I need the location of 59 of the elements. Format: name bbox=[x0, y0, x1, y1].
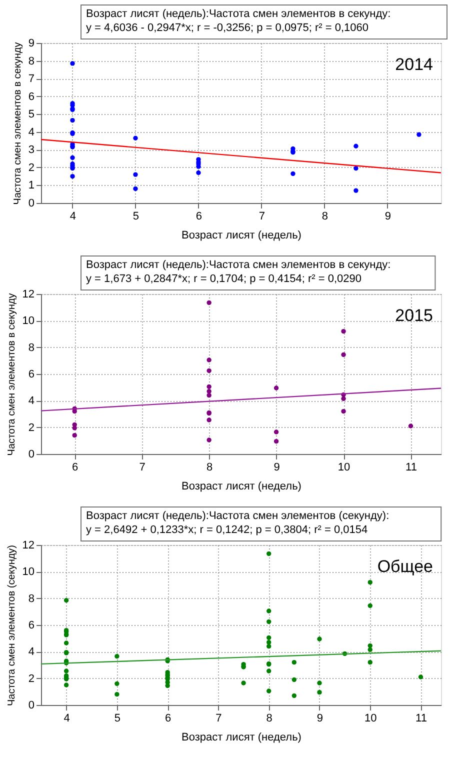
text: Общее bbox=[377, 557, 433, 576]
text: 2015 bbox=[395, 306, 433, 325]
x-tick-label: 7 bbox=[216, 712, 222, 724]
text: y = 4,6036 - 0,2947*x; r = -0,3256; p = 0,0975; r² = 0,1060 bbox=[86, 22, 369, 34]
y-tick-label: 2 bbox=[28, 422, 34, 434]
y-axis-title: Частота смен элементов (секунду) bbox=[6, 544, 18, 706]
x-tick-label: 7 bbox=[139, 462, 146, 474]
y-tick-label: 0 bbox=[28, 198, 34, 210]
x-tick-label: 6 bbox=[72, 462, 78, 474]
text: y = 1,673 + 0,2847*x; r = 0,1704; p = 0,4154; r² = 0,0290 bbox=[86, 273, 362, 285]
x-tick-label: 9 bbox=[384, 210, 392, 222]
x-tick-label: 10 bbox=[338, 462, 350, 474]
x-tick-label: 9 bbox=[316, 712, 324, 724]
y-tick-label: 8 bbox=[28, 592, 34, 605]
text: Возраст лисят (недель):Частота смен элементов в секунду: bbox=[86, 259, 391, 271]
x-tick-label: 8 bbox=[322, 210, 328, 222]
y-tick-label: 2 bbox=[28, 162, 34, 174]
x-tick-label: 11 bbox=[416, 712, 427, 724]
x-tick-label: 7 bbox=[258, 210, 266, 222]
y-tick-label: 1 bbox=[28, 180, 34, 192]
y-tick-label: 10 bbox=[22, 315, 34, 328]
y-axis-title: Частота смен элементов в секунду bbox=[12, 42, 24, 205]
y-tick-label: 4 bbox=[28, 126, 34, 138]
y-tick-label: 10 bbox=[22, 566, 34, 578]
y-tick-label: 7 bbox=[28, 73, 34, 86]
text: 2014 bbox=[395, 55, 433, 74]
x-tick-label: 5 bbox=[132, 210, 140, 222]
x-tick-label: 4 bbox=[64, 712, 70, 724]
x-axis-title: Возраст лисят (недель) bbox=[182, 732, 302, 744]
y-tick-label: 12 bbox=[22, 540, 34, 552]
text: y = 2,6492 + 0,1233*x; r = 0,1242; p = 0,3804; r² = 0,0154 bbox=[86, 524, 368, 536]
y-tick-label: 9 bbox=[28, 38, 34, 50]
y-tick-label: 8 bbox=[28, 342, 34, 354]
x-tick-label: 11 bbox=[406, 462, 417, 474]
y-tick-label: 6 bbox=[28, 90, 34, 103]
y-tick-label: 4 bbox=[28, 395, 34, 408]
x-axis-title: Возраст лисят (недель) bbox=[182, 480, 302, 492]
y-tick-label: 8 bbox=[28, 55, 34, 68]
x-tick-label: 6 bbox=[196, 210, 202, 222]
text: Возраст лисят (недель):Частота смен элементов (секунду): bbox=[86, 510, 390, 522]
x-tick-label: 6 bbox=[165, 712, 172, 724]
x-tick-label: 9 bbox=[274, 462, 280, 474]
y-tick-label: 3 bbox=[28, 144, 34, 156]
y-axis-title: Частота смен элементов в секунду bbox=[6, 293, 18, 456]
text: Возраст лисят (недель):Частота смен элементов в секунду: bbox=[86, 8, 391, 20]
x-tick-label: 5 bbox=[114, 712, 121, 724]
y-tick-label: 0 bbox=[28, 700, 34, 712]
x-tick-label: 10 bbox=[364, 712, 377, 724]
x-axis-title: Возраст лисят (недель) bbox=[182, 230, 302, 242]
y-tick-label: 2 bbox=[28, 672, 34, 685]
y-tick-label: 12 bbox=[22, 288, 34, 300]
y-tick-label: 6 bbox=[28, 620, 34, 632]
y-tick-label: 0 bbox=[28, 448, 34, 460]
x-tick-label: 8 bbox=[266, 712, 272, 724]
y-tick-label: 4 bbox=[28, 646, 34, 658]
y-tick-label: 5 bbox=[28, 108, 34, 121]
x-tick-label: 8 bbox=[206, 462, 213, 474]
x-tick-label: 4 bbox=[70, 210, 76, 222]
y-tick-label: 6 bbox=[28, 368, 34, 380]
